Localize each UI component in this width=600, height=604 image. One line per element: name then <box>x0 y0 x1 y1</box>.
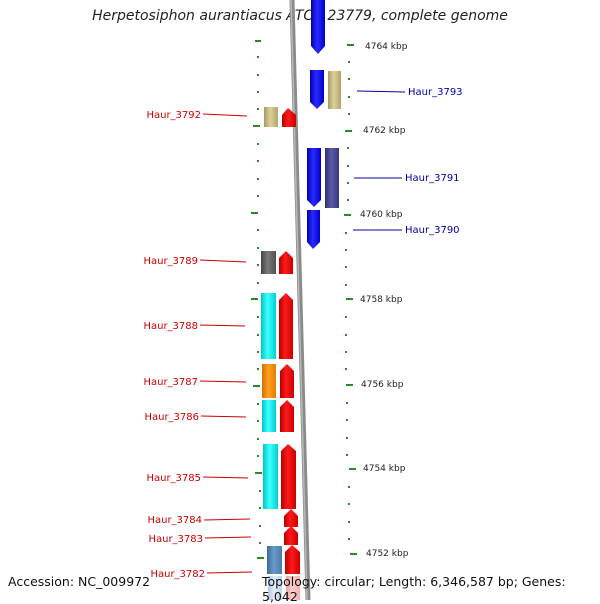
forward-gene-arrow <box>285 545 300 574</box>
forward-gene-arrow <box>282 108 296 127</box>
category-box <box>263 444 278 509</box>
kbp-label-4760: 4760 kbp <box>360 210 403 220</box>
gene-label-haur-3786[interactable]: Haur_3786 <box>144 412 199 423</box>
genome-backbone-highlight <box>290 0 308 600</box>
reverse-gene-arrow <box>310 70 324 109</box>
forward-gene-arrow <box>279 293 293 359</box>
category-box <box>267 546 282 574</box>
forward-gene-arrow <box>284 509 298 527</box>
gene-label-haur-3784[interactable]: Haur_3784 <box>147 515 202 526</box>
reverse-gene-arrow <box>307 148 321 207</box>
right-tick-marks <box>344 44 357 555</box>
category-box <box>264 107 278 127</box>
gene-label-haur-3791[interactable]: Haur_3791 <box>405 173 460 184</box>
category-box <box>261 293 276 359</box>
category-box <box>261 251 276 274</box>
category-box <box>262 364 276 398</box>
map-title: Herpetosiphon aurantiacus ATCC 23779, co… <box>92 8 508 24</box>
kbp-label-4758: 4758 kbp <box>360 295 403 305</box>
gene-label-haur-3789[interactable]: Haur_3789 <box>143 256 198 267</box>
forward-gene-arrow <box>279 251 293 274</box>
reverse-gene-arrow <box>307 210 320 249</box>
category-box <box>328 71 341 109</box>
category-box <box>325 148 339 208</box>
left-leader-lines <box>199 113 253 574</box>
gene-label-haur-3788[interactable]: Haur_3788 <box>143 321 198 332</box>
accession-text: Accession: NC_009972 <box>8 574 151 589</box>
gene-label-haur-3790[interactable]: Haur_3790 <box>405 225 460 236</box>
gene-label-haur-3783[interactable]: Haur_3783 <box>148 534 203 545</box>
forward-gene-faded <box>286 576 300 600</box>
kbp-label-4754: 4754 kbp <box>363 464 406 474</box>
forward-gene-arrow <box>280 364 294 398</box>
genome-backbone <box>289 0 311 600</box>
forward-gene-arrow <box>280 400 294 432</box>
gene-label-haur-3792[interactable]: Haur_3792 <box>146 110 201 121</box>
right-leader-lines <box>353 90 406 231</box>
gene-label-haur-3782[interactable]: Haur_3782 <box>150 569 205 580</box>
kbp-label-4752: 4752 kbp <box>366 549 409 559</box>
gene-label-haur-3787[interactable]: Haur_3787 <box>143 377 198 388</box>
gene-label-haur-3793[interactable]: Haur_3793 <box>408 87 463 98</box>
forward-gene-arrow <box>284 526 298 545</box>
left-tick-marks <box>251 40 264 559</box>
category-box <box>262 400 276 432</box>
kbp-label-4764: 4764 kbp <box>365 42 408 52</box>
reverse-gene-arrow <box>311 0 325 54</box>
gene-label-haur-3785[interactable]: Haur_3785 <box>146 473 201 484</box>
kbp-label-4756: 4756 kbp <box>361 380 404 390</box>
category-box-faded <box>268 576 282 600</box>
kbp-label-4762: 4762 kbp <box>363 126 406 136</box>
forward-gene-arrow <box>281 444 296 509</box>
